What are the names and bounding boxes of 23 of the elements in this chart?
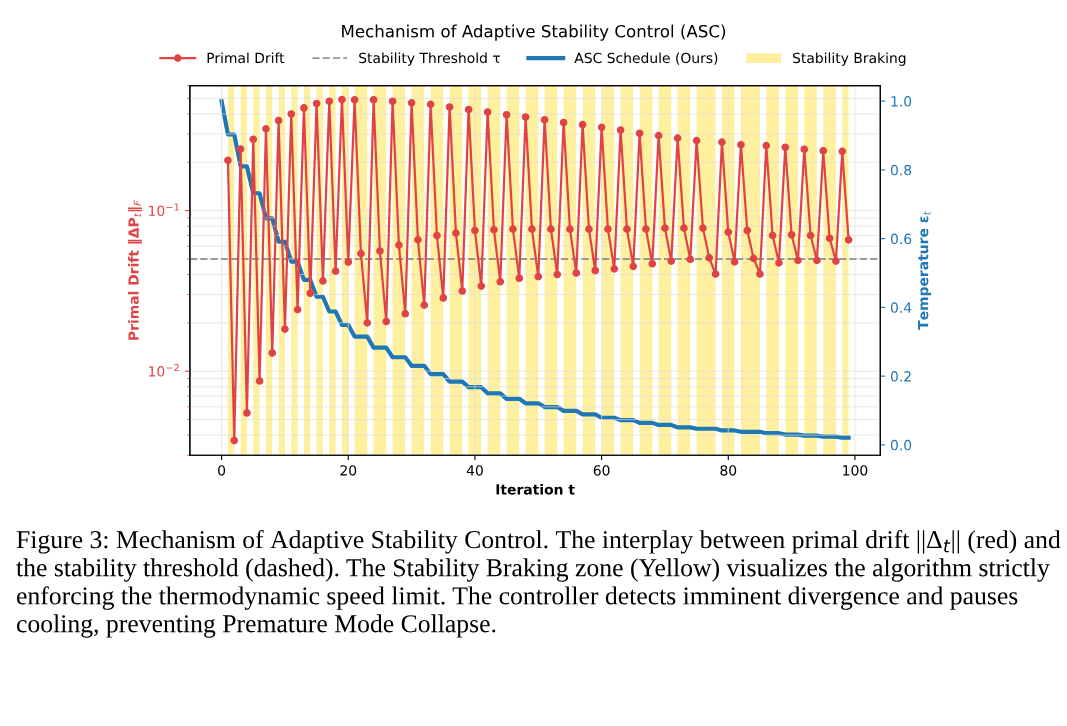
y2-tick-label: 0.8 — [890, 164, 912, 176]
y-axis-title: Primal Drift ‖ΔP$_{t}$‖$_{F}$ — [127, 200, 142, 340]
x-tick-label: 80 — [720, 465, 737, 476]
chart-title: Mechanism of Adaptive Stability Control (ASC) — [342, 24, 726, 41]
y2-tick-label: 0.2 — [890, 371, 911, 382]
y2-tick-label: 1.0 — [891, 96, 912, 107]
x-tick-label: 20 — [340, 465, 357, 476]
legend-label: ASC Schedule (Ours) — [574, 52, 718, 65]
y2-tick-label: 0.6 — [890, 233, 912, 245]
legend-label: Primal Drift — [207, 52, 285, 64]
y2-axis-title: Temperature ε$_{t}$ — [918, 211, 932, 330]
x-tick-label: 100 — [843, 465, 868, 476]
caption: Figure 3: Mechanism of Adaptive Stability Control. The interplay between primal drift ||Δ$_{t}$|| (red) and the stability threshold (dashed). The Stability Braking zone (Yellow) visualizes the algorithm strictly enforcing the thermodynamic speed limit. The controller detects imminent divergence and pauses cooling, preventing Premature Mode Collapse. — [16, 529, 1061, 638]
legend-label: Stability Threshold τ — [359, 52, 500, 66]
x-axis-title: Iteration t — [496, 483, 575, 495]
y2-tick-label: 0.0 — [890, 439, 912, 451]
y-tick-label: 10$^{−2}$ — [149, 363, 179, 377]
legend-label: Stability Braking — [793, 52, 906, 66]
x-tick-label: 0 — [218, 465, 226, 476]
y-tick-label: 10$^{−1}$ — [149, 203, 179, 217]
x-tick-label: 60 — [593, 465, 610, 476]
y2-tick-label: 0.4 — [890, 302, 912, 313]
x-tick-label: 40 — [466, 465, 483, 476]
